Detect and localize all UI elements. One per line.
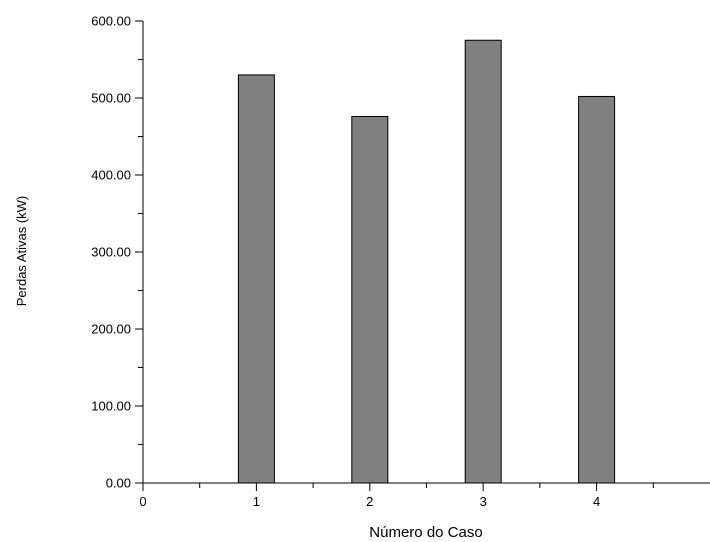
y-axis-title: Perdas Ativas (kW) <box>14 196 29 307</box>
y-axis-ticks: 0.00 100.00 200.00 300.00 400.00 500.00 600.00 <box>91 14 143 491</box>
x-axis-ticks: 0 1 2 3 4 <box>139 483 654 509</box>
y-tick-label: 500.00 <box>91 91 131 106</box>
x-tick-label: 2 <box>366 494 373 509</box>
bar-case-3 <box>464 39 502 484</box>
x-tick-label: 3 <box>480 494 487 509</box>
x-tick-label: 4 <box>593 494 600 509</box>
y-tick-label: 200.00 <box>91 322 131 337</box>
x-axis-title: Número do Caso <box>369 524 482 541</box>
y-tick-label: 600.00 <box>91 14 131 29</box>
x-tick-label: 1 <box>253 494 260 509</box>
y-tick-label: 400.00 <box>91 168 131 183</box>
x-tick-label: 0 <box>139 494 146 509</box>
bar-case-4 <box>578 95 616 484</box>
bar-case-1 <box>237 74 275 484</box>
axes-group <box>142 21 710 484</box>
y-tick-label: 0.00 <box>106 476 131 491</box>
bars-group <box>237 39 616 484</box>
y-tick-label: 300.00 <box>91 245 131 260</box>
y-tick-label: 100.00 <box>91 399 131 414</box>
bar-case-2 <box>351 115 389 484</box>
